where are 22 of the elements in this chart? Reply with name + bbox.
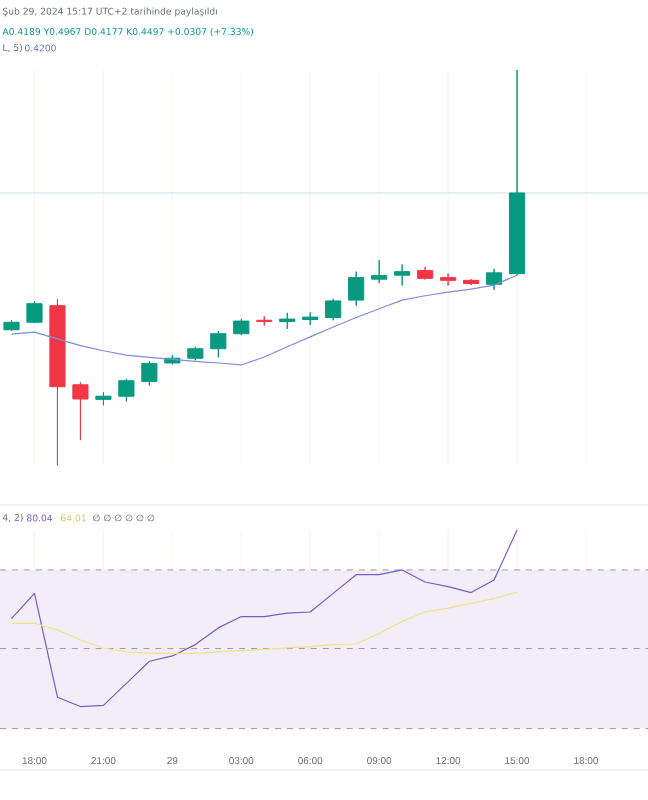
candlestick	[233, 318, 250, 336]
candlestick	[72, 381, 89, 441]
candlestick	[3, 319, 20, 332]
candlestick	[95, 391, 112, 406]
candlestick	[462, 278, 480, 286]
candlestick	[187, 346, 204, 361]
candlestick	[141, 360, 158, 387]
candlestick	[508, 69, 526, 276]
candlestick	[210, 330, 227, 358]
candlestick	[394, 264, 411, 286]
candlestick	[49, 298, 66, 466]
candlestick	[325, 298, 342, 321]
candlestick	[348, 271, 365, 307]
candlestick	[118, 378, 135, 402]
candlestick	[417, 266, 434, 281]
candlestick	[485, 268, 503, 291]
candlestick	[279, 312, 296, 330]
candlestick	[440, 273, 457, 286]
candlestick	[371, 259, 388, 284]
candlestick	[302, 311, 319, 326]
candlestick	[26, 301, 43, 324]
candlestick	[256, 315, 273, 326]
